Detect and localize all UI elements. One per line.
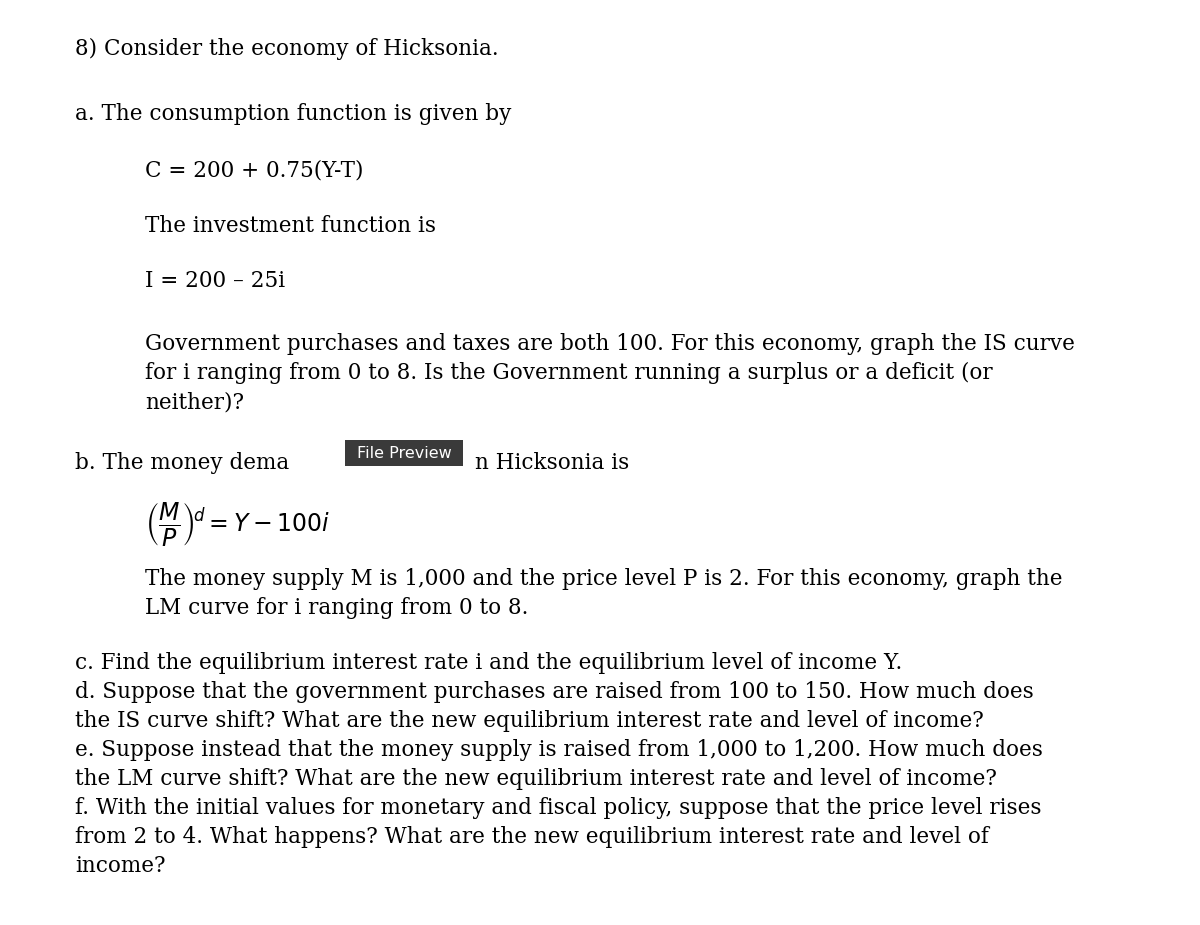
Text: 8) Consider the economy of Hicksonia.: 8) Consider the economy of Hicksonia. bbox=[74, 38, 499, 60]
Text: The investment function is: The investment function is bbox=[145, 215, 436, 237]
Text: income?: income? bbox=[74, 855, 166, 877]
Text: I = 200 – 25i: I = 200 – 25i bbox=[145, 270, 286, 292]
Text: from 2 to 4. What happens? What are the new equilibrium interest rate and level : from 2 to 4. What happens? What are the … bbox=[74, 826, 989, 848]
Text: the IS curve shift? What are the new equilibrium interest rate and level of inco: the IS curve shift? What are the new equ… bbox=[74, 710, 984, 732]
Text: Government purchases and taxes are both 100. For this economy, graph the IS curv: Government purchases and taxes are both … bbox=[145, 333, 1075, 355]
Text: the LM curve shift? What are the new equilibrium interest rate and level of inco: the LM curve shift? What are the new equ… bbox=[74, 768, 997, 790]
Text: LM curve for i ranging from 0 to 8.: LM curve for i ranging from 0 to 8. bbox=[145, 597, 528, 619]
FancyBboxPatch shape bbox=[346, 440, 463, 466]
Text: b. The money dema: b. The money dema bbox=[74, 452, 289, 474]
Text: e. Suppose instead that the money supply is raised from 1,000 to 1,200. How much: e. Suppose instead that the money supply… bbox=[74, 739, 1043, 761]
Text: a. The consumption function is given by: a. The consumption function is given by bbox=[74, 103, 511, 125]
Text: f. With the initial values for monetary and fiscal policy, suppose that the pric: f. With the initial values for monetary … bbox=[74, 797, 1042, 819]
Text: C = 200 + 0.75(Y-T): C = 200 + 0.75(Y-T) bbox=[145, 160, 364, 182]
Text: The money supply M is 1,000 and the price level P is 2. For this economy, graph : The money supply M is 1,000 and the pric… bbox=[145, 568, 1062, 590]
Text: c. Find the equilibrium interest rate i and the equilibrium level of income Y.: c. Find the equilibrium interest rate i … bbox=[74, 652, 902, 674]
Text: n Hicksonia is: n Hicksonia is bbox=[475, 452, 629, 474]
Text: File Preview: File Preview bbox=[356, 446, 451, 461]
Text: $\left(\dfrac{M}{P}\right)^{\!d} = Y - 100i$: $\left(\dfrac{M}{P}\right)^{\!d} = Y - 1… bbox=[145, 500, 330, 548]
Text: neither)?: neither)? bbox=[145, 391, 244, 413]
Text: d. Suppose that the government purchases are raised from 100 to 150. How much do: d. Suppose that the government purchases… bbox=[74, 681, 1033, 703]
Text: for i ranging from 0 to 8. Is the Government running a surplus or a deficit (or: for i ranging from 0 to 8. Is the Govern… bbox=[145, 362, 992, 384]
